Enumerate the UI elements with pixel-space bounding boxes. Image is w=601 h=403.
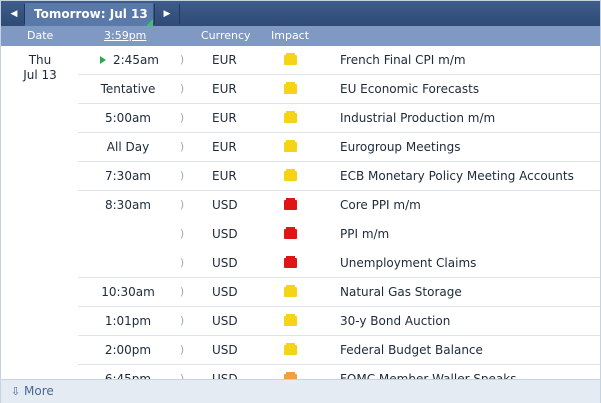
event-row[interactable]: 1:01pm) USD 30-y Bond Auction bbox=[78, 307, 600, 336]
upcoming-play-icon bbox=[100, 56, 106, 64]
event-name[interactable]: Natural Gas Storage bbox=[340, 285, 462, 299]
event-time: Tentative bbox=[100, 82, 156, 96]
more-link[interactable]: ⇩ More bbox=[11, 384, 54, 398]
event-currency: USD bbox=[212, 227, 238, 241]
footer: ⇩ More bbox=[1, 379, 600, 403]
event-name[interactable]: Federal Budget Balance bbox=[340, 343, 483, 357]
event-row[interactable]: 10:30am) USD Natural Gas Storage bbox=[78, 278, 600, 307]
nav-divider bbox=[24, 4, 25, 24]
event-time: 10:30am bbox=[101, 285, 155, 299]
sound-alert-icon[interactable]: ) bbox=[179, 82, 185, 95]
event-row[interactable]: ) USD PPI m/m bbox=[78, 220, 600, 249]
sound-alert-icon[interactable]: ) bbox=[179, 198, 185, 211]
download-arrow-icon: ⇩ bbox=[11, 385, 21, 398]
event-currency: EUR bbox=[212, 169, 237, 183]
event-name[interactable]: ECB Monetary Policy Meeting Accounts bbox=[340, 169, 574, 183]
event-name[interactable]: Eurogroup Meetings bbox=[340, 140, 461, 154]
event-time: All Day bbox=[106, 140, 150, 154]
tab-tomorrow[interactable]: Tomorrow: Jul 13 bbox=[25, 3, 153, 26]
event-currency: EUR bbox=[212, 111, 237, 125]
next-day-arrow-icon[interactable]: ▶ bbox=[163, 8, 171, 19]
sound-alert-icon[interactable]: ) bbox=[179, 314, 185, 327]
event-time: 8:30am bbox=[105, 198, 151, 212]
impact-folder-icon[interactable] bbox=[284, 314, 297, 326]
col-impact: Impact bbox=[271, 29, 310, 42]
event-currency: EUR bbox=[212, 53, 237, 67]
impact-folder-icon[interactable] bbox=[284, 198, 297, 210]
event-currency: USD bbox=[212, 198, 238, 212]
impact-folder-icon[interactable] bbox=[284, 111, 297, 123]
sound-alert-icon[interactable]: ) bbox=[179, 140, 185, 153]
event-row[interactable]: 7:30am) EUR ECB Monetary Policy Meeting Ac… bbox=[78, 162, 600, 191]
event-time: 2:00pm bbox=[104, 343, 152, 357]
event-name[interactable]: Industrial Production m/m bbox=[340, 111, 496, 125]
impact-folder-icon[interactable] bbox=[284, 140, 297, 152]
sound-alert-icon[interactable]: ) bbox=[179, 285, 185, 298]
impact-folder-icon[interactable] bbox=[284, 82, 297, 94]
event-time: 7:30am bbox=[105, 169, 151, 183]
event-row[interactable]: 2:45am) EUR French Final CPI m/m bbox=[78, 46, 600, 75]
nav-bar: ◀ Tomorrow: Jul 13 ▶ bbox=[1, 1, 600, 26]
event-name[interactable]: 30-y Bond Auction bbox=[340, 314, 451, 328]
event-row[interactable]: Tentative) EUR EU Economic Forecasts bbox=[78, 75, 600, 104]
impact-folder-icon[interactable] bbox=[284, 169, 297, 181]
nav-divider bbox=[154, 4, 155, 24]
sound-alert-icon[interactable]: ) bbox=[179, 227, 185, 240]
day-weekday: Thu bbox=[28, 53, 52, 67]
current-time-link[interactable]: 3:59pm bbox=[104, 29, 147, 42]
day-date: Jul 13 bbox=[23, 68, 57, 82]
event-row[interactable]: 8:30am) USD Core PPI m/m bbox=[78, 191, 600, 220]
event-currency: EUR bbox=[212, 140, 237, 154]
event-currency: USD bbox=[212, 343, 238, 357]
impact-folder-icon[interactable] bbox=[284, 256, 297, 268]
event-name[interactable]: Core PPI m/m bbox=[340, 198, 421, 212]
impact-folder-icon[interactable] bbox=[284, 343, 297, 355]
event-name[interactable]: French Final CPI m/m bbox=[340, 53, 466, 67]
event-time: 5:00am bbox=[105, 111, 151, 125]
column-header: Date 3:59pm Currency Impact bbox=[1, 26, 600, 46]
sound-alert-icon[interactable]: ) bbox=[179, 343, 185, 356]
event-name[interactable]: Unemployment Claims bbox=[340, 256, 477, 270]
sound-alert-icon[interactable]: ) bbox=[179, 169, 185, 182]
tab-tomorrow-label: Tomorrow: Jul 13 bbox=[34, 7, 148, 21]
event-time bbox=[78, 220, 178, 248]
nav-divider bbox=[179, 4, 180, 24]
col-date: Date bbox=[27, 29, 54, 42]
prev-day-arrow-icon[interactable]: ◀ bbox=[10, 8, 18, 19]
event-row[interactable]: ) USD Unemployment Claims bbox=[78, 249, 600, 278]
more-label: More bbox=[24, 384, 54, 398]
sound-alert-icon[interactable]: ) bbox=[175, 365, 189, 393]
event-name[interactable]: EU Economic Forecasts bbox=[340, 82, 480, 96]
event-time bbox=[78, 249, 178, 277]
col-currency: Currency bbox=[201, 29, 251, 42]
impact-folder-icon[interactable] bbox=[284, 285, 297, 297]
active-marker-icon bbox=[146, 19, 153, 26]
events-list: 2:45am) EUR French Final CPI m/m Tentative)… bbox=[78, 46, 600, 394]
event-time: 1:01pm bbox=[104, 314, 152, 328]
sound-alert-icon[interactable]: ) bbox=[179, 53, 185, 66]
event-name[interactable]: PPI m/m bbox=[340, 227, 390, 241]
event-row[interactable]: 2:00pm) USD Federal Budget Balance bbox=[78, 336, 600, 365]
sound-alert-icon[interactable]: ) bbox=[179, 111, 185, 124]
event-time: 2:45am bbox=[113, 53, 159, 67]
event-currency: USD bbox=[212, 314, 238, 328]
impact-folder-icon[interactable] bbox=[284, 227, 297, 239]
sound-alert-icon[interactable]: ) bbox=[179, 256, 185, 269]
impact-folder-icon[interactable] bbox=[284, 53, 297, 65]
event-currency: EUR bbox=[212, 82, 237, 96]
day-cell: Thu Jul 13 bbox=[2, 46, 78, 378]
event-row[interactable]: All Day) EUR Eurogroup Meetings bbox=[78, 133, 600, 162]
event-row[interactable]: 5:00am) EUR Industrial Production m/m bbox=[78, 104, 600, 133]
event-currency: USD bbox=[212, 285, 238, 299]
event-currency: USD bbox=[212, 256, 238, 270]
